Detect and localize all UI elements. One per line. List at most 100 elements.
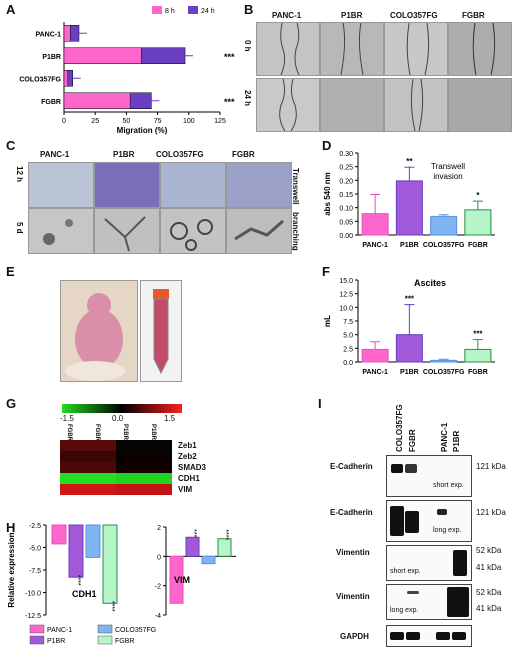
blot-gapdh [386, 625, 472, 647]
h-legend-label: COLO357FG [115, 627, 156, 634]
h-cdh1-significance: **** [74, 575, 81, 586]
a-legend-swatch [188, 6, 198, 14]
a-category-label: FGBR [41, 99, 61, 106]
h-cdh1-bar [102, 524, 118, 604]
kda-marker: 52 kDa [476, 546, 502, 555]
blot-row-label: E-Cadherin [330, 508, 373, 517]
panel-letter-f: F [322, 264, 330, 279]
blot-note: short exp. [433, 482, 464, 489]
heatmap-cell [116, 451, 172, 462]
a-x-tick-label: 0 [62, 118, 66, 125]
h-legend-swatch [97, 624, 113, 634]
h-vim-bar [217, 538, 232, 557]
a-x-tick-label: 100 [183, 118, 195, 125]
a-bar-8h [63, 47, 142, 64]
f-y-tick-label: 15.0 [339, 278, 353, 285]
h-vim-bar [201, 555, 216, 565]
f-y-tick-label: 7.5 [343, 319, 353, 326]
h-y-tick-label: -10.0 [25, 591, 41, 598]
heatmap-cell [116, 473, 172, 484]
f-y-tick-label: 2.5 [343, 346, 353, 353]
c-row-label: 5 d [15, 222, 24, 234]
a-x-label: Migration (%) [117, 126, 168, 135]
a-significance: *** [224, 97, 235, 107]
micrograph-c-fgbr-branching [226, 208, 292, 254]
blot-row-label: GAPDH [340, 632, 369, 641]
b-col-label: COLO357FG [390, 11, 438, 20]
d-y-tick-label: 0.30 [339, 151, 353, 158]
c-row-label: 12 h [15, 166, 24, 183]
micrograph-fgbr-24h [448, 78, 512, 132]
d-y-tick-label: 0.00 [339, 233, 353, 240]
h-cdh1-bar [68, 524, 84, 578]
kda-marker: 52 kDa [476, 588, 502, 597]
micrograph-c-colo-branching [160, 208, 226, 254]
c-col-label: FGBR [232, 150, 255, 159]
f-category-label: FGBR [468, 369, 488, 376]
blot-col-label: FGBR [408, 429, 417, 452]
micrograph-colo-24h [384, 78, 448, 132]
d-bar [464, 209, 492, 236]
blot-col-label: PANC-1 [440, 422, 449, 452]
d-y-tick-label: 0.15 [339, 192, 353, 199]
blot-note: short exp. [390, 568, 421, 575]
micrograph-c-colo-transwell [160, 162, 226, 208]
c-side-label: branching [291, 212, 300, 251]
a-legend-label: 24 h [201, 8, 215, 15]
blot-vim-short: short exp. [386, 545, 472, 581]
d-annotation: invasion [433, 172, 462, 181]
a-category-label: PANC-1 [35, 31, 61, 38]
h-vim-tick-label: 2 [157, 525, 161, 532]
a-bar-8h [63, 25, 71, 42]
blot-note: long exp. [390, 607, 419, 614]
blot-col-label: P1BR [452, 430, 461, 452]
d-y-label: abs 540 nm [323, 172, 332, 216]
blot-ecad-long: long exp. [386, 500, 472, 542]
micrograph-panc1-24h [256, 78, 320, 132]
chart-h-relative-expression: -2.5 -5.0 -7.5 -10.0 -12.5 Relative expressio… [7, 523, 236, 645]
h-vim-bar [169, 555, 184, 604]
kda-marker: 121 kDa [476, 462, 506, 471]
heatmap-col-label: P1BR [150, 424, 156, 441]
b-col-label: P1BR [341, 11, 363, 20]
a-legend-swatch [152, 6, 162, 14]
d-significance: * [476, 191, 480, 200]
d-bar [395, 180, 423, 236]
heatmap-col-label: FGBR [94, 424, 100, 441]
heatmap-row-label: Zeb1 [178, 441, 197, 450]
blot-row-label: Vimentin [336, 548, 370, 557]
c-col-label: COLO357FG [156, 150, 204, 159]
blot-note: long exp. [433, 527, 462, 534]
h-legend-swatch [29, 635, 45, 645]
d-significance: ** [406, 157, 413, 166]
d-category-label: COLO357FG [423, 242, 465, 249]
d-y-tick-label: 0.20 [339, 178, 353, 185]
a-bar-8h [63, 70, 68, 87]
heatmap-cell [116, 484, 172, 495]
panel-letter-a: A [6, 2, 16, 17]
d-y-tick-label: 0.25 [339, 165, 353, 172]
h-y-tick-label: -12.5 [25, 613, 41, 620]
chart-d-invasion: 0.00 0.05 0.10 0.15 0.20 0.25 0.30 abs 540 nm PA… [323, 151, 495, 249]
d-bar [361, 213, 389, 236]
d-category-label: FGBR [468, 242, 488, 249]
d-bar [430, 215, 458, 236]
f-bar [395, 334, 423, 363]
micrograph-c-fgbr-transwell [226, 162, 292, 208]
heatmap-cell [116, 440, 172, 451]
a-x-tick-label: 75 [154, 118, 162, 125]
f-y-tick-label: 10.0 [339, 305, 353, 312]
d-y-tick-label: 0.10 [339, 206, 353, 213]
f-bar [464, 348, 492, 363]
d-annotation: Transwell [431, 162, 465, 171]
c-side-label: Transwell [291, 168, 300, 205]
scale-max: 1.5 [164, 414, 176, 423]
h-cdh1-bar [85, 524, 101, 558]
b-col-label: FGBR [462, 11, 485, 20]
heatmap-row-label: CDH1 [178, 474, 200, 483]
h-group-label: CDH1 [72, 589, 97, 599]
h-y-label: Relative expression [7, 532, 16, 607]
d-y-tick-label: 0.05 [339, 219, 353, 226]
panel-letter-b: B [244, 2, 254, 17]
f-y-tick-label: 5.0 [343, 333, 353, 340]
